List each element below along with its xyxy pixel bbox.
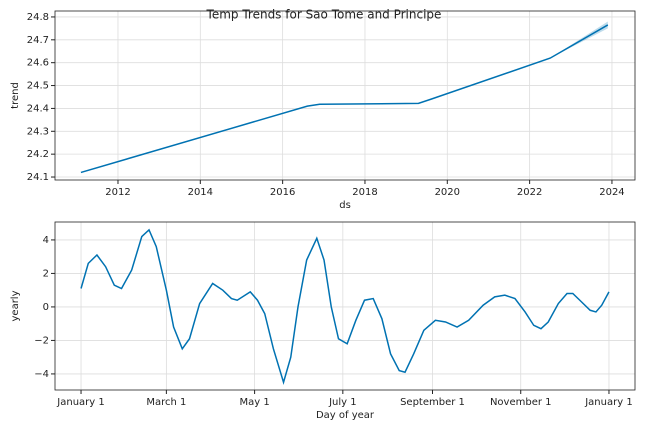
plot-frame	[54, 221, 636, 391]
y-tick-label: 0	[43, 302, 49, 313]
x-tick-label: 2016	[270, 187, 295, 198]
x-tick-label: May 1	[239, 397, 269, 408]
x-tick-label: 2020	[435, 187, 460, 198]
y-tick-label: 24.2	[27, 149, 49, 160]
x-tick-label: 2022	[517, 187, 542, 198]
x-tick-label: November 1	[490, 397, 552, 408]
y-tick-label: 24.4	[27, 103, 49, 114]
y-tick-label: 24.8	[27, 12, 49, 23]
x-tick-label: January 1	[56, 397, 104, 408]
x-tick-label: 2018	[352, 187, 377, 198]
x-tick-label: 2012	[105, 187, 130, 198]
y-tick-label: 24.5	[27, 81, 49, 92]
y-tick-label: −2	[34, 335, 49, 346]
y-axis-label: trend	[10, 82, 21, 109]
x-tick-label: 2024	[599, 187, 624, 198]
y-tick-label: 24.1	[27, 172, 49, 183]
y-tick-label: −4	[34, 369, 49, 380]
x-tick-label: January 1	[584, 397, 632, 408]
x-tick-label: September 1	[400, 397, 465, 408]
x-tick-label: March 1	[146, 397, 186, 408]
line	[80, 24, 609, 174]
uncertainty-band	[550, 21, 608, 59]
y-tick-label: 4	[43, 235, 49, 246]
y-axis-label: yearly	[10, 290, 21, 321]
line	[80, 228, 610, 385]
x-axis-label: Day of year	[316, 410, 375, 421]
plot-frame	[54, 10, 636, 181]
x-tick-label: July 1	[328, 397, 357, 408]
chart-title: Temp Trends for Sao Tome and Principe	[206, 8, 442, 22]
y-tick-label: 24.6	[27, 58, 49, 69]
y-tick-label: 24.3	[27, 126, 49, 137]
y-tick-label: 24.7	[27, 35, 49, 46]
x-tick-label: 2014	[188, 187, 213, 198]
y-tick-label: 2	[43, 268, 49, 279]
x-axis-label: ds	[339, 200, 351, 211]
